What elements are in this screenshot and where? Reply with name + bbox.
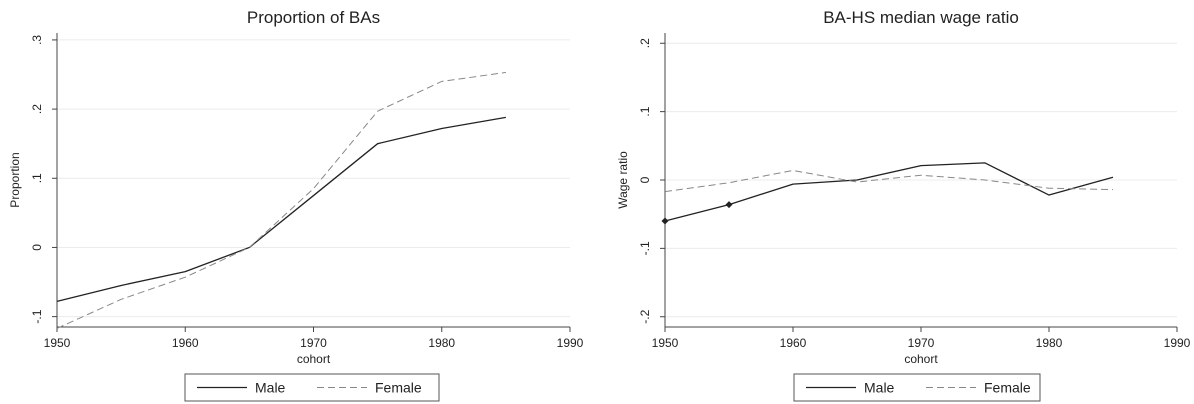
x-tick-label: 1950: [44, 336, 71, 350]
chart-title: Proportion of BAs: [247, 8, 380, 27]
y-tick-label: 0: [30, 244, 44, 251]
x-axis-label: cohort: [904, 352, 938, 366]
y-tick-label: -.2: [638, 309, 652, 323]
data-point-marker: [661, 217, 669, 225]
x-tick-label: 1980: [428, 336, 455, 350]
x-tick-label: 1980: [1036, 336, 1063, 350]
y-tick-label: -.1: [638, 241, 652, 255]
y-axis-label: Proportion: [8, 152, 22, 207]
y-tick-label: .2: [30, 104, 44, 114]
x-tick-label: 1960: [172, 336, 199, 350]
legend: Male Female: [184, 373, 440, 402]
chart-panel-1: 1950 1960 1970 1980 1990 -.1 0 .1 .2 .3 Proportion…: [8, 8, 584, 402]
legend: Male Female: [793, 373, 1041, 402]
x-tick-label: 1990: [1164, 336, 1191, 350]
series-line-female: [664, 169, 1114, 193]
x-tick-label: 1970: [908, 336, 935, 350]
legend-label-male: Male: [255, 380, 286, 396]
chart-panel-2: 1950 1960 1970 1980 1990 -.2 -.1 0 .1 .2 BA-HS med…: [616, 8, 1191, 402]
y-tick-label: .1: [30, 173, 44, 183]
y-tick-label: 0: [638, 176, 652, 183]
x-tick-label: 1970: [300, 336, 327, 350]
chart-title: BA-HS median wage ratio: [823, 8, 1019, 27]
series-line-male: [56, 116, 506, 303]
y-axis-label: Wage ratio: [616, 151, 630, 209]
legend-label-female: Female: [375, 380, 422, 396]
data-point-marker: [725, 201, 733, 209]
x-tick-label: 1950: [652, 336, 679, 350]
y-tick-label: .3: [30, 35, 44, 45]
legend-label-female: Female: [984, 380, 1031, 396]
x-tick-label: 1960: [780, 336, 807, 350]
x-tick-label: 1990: [557, 336, 584, 350]
legend-label-male: Male: [864, 380, 895, 396]
y-tick-label: -.1: [30, 309, 44, 323]
x-axis-label: cohort: [297, 352, 331, 366]
y-tick-label: .1: [638, 106, 652, 116]
y-tick-label: .2: [638, 38, 652, 48]
series-line-male: [664, 162, 1114, 222]
series-line-female: [56, 71, 506, 329]
